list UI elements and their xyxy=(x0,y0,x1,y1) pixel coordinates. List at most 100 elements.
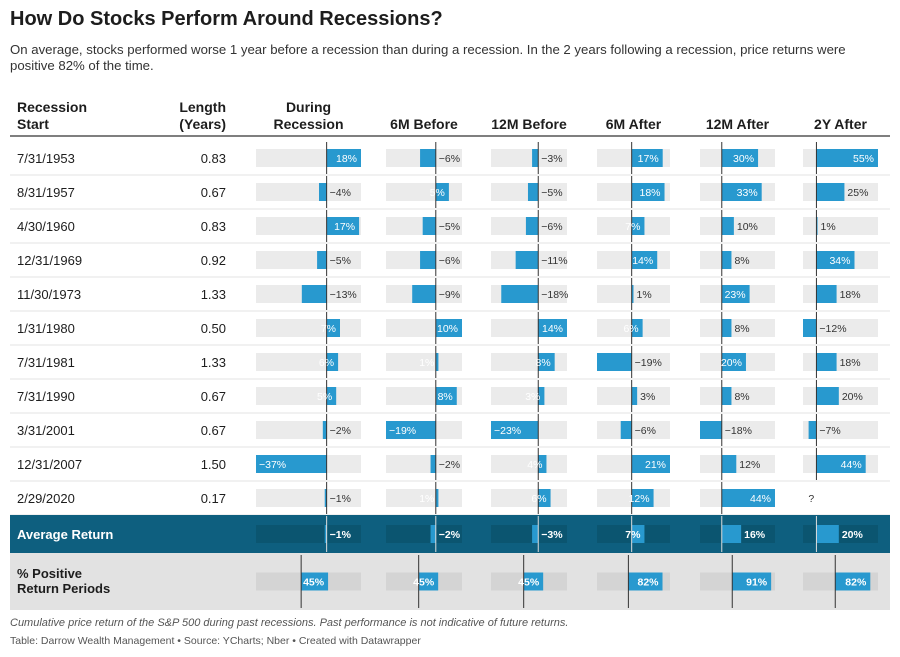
bar-mark xyxy=(412,285,436,303)
bar-mark xyxy=(816,183,845,201)
bar-mark xyxy=(430,455,436,473)
data-label: 16% xyxy=(744,529,766,541)
data-label: 8% xyxy=(438,391,453,403)
data-label: 1% xyxy=(821,221,836,233)
data-label: 8% xyxy=(734,255,749,267)
data-label: 7% xyxy=(321,323,336,335)
bar-mark xyxy=(326,217,360,235)
bar-mark xyxy=(435,387,457,405)
bar-track xyxy=(386,183,462,201)
data-label: 10% xyxy=(437,323,458,335)
bar-track xyxy=(491,387,567,405)
row-start-date: 12/31/2007 xyxy=(17,457,82,472)
data-label: 18% xyxy=(840,289,861,301)
bar-track xyxy=(256,421,361,439)
data-label: 17% xyxy=(638,153,659,165)
row-start-date: 8/31/1957 xyxy=(17,185,75,200)
data-label: 34% xyxy=(829,255,850,267)
bar-mark xyxy=(721,149,759,167)
chart-subtitle: On average, stocks performed worse 1 yea… xyxy=(10,42,846,73)
data-label: 7% xyxy=(625,221,640,233)
bar-mark xyxy=(326,353,339,371)
data-label: 20% xyxy=(721,357,742,369)
data-label: −7% xyxy=(819,425,840,437)
data-label: 45% xyxy=(303,577,325,589)
header-column-2: 12M Before xyxy=(491,116,567,132)
data-label: 5% xyxy=(317,391,332,403)
data-label: −6% xyxy=(541,221,562,233)
data-label: −13% xyxy=(330,289,357,301)
bar-track xyxy=(597,421,670,439)
bar-mark xyxy=(523,572,544,591)
bar-mark xyxy=(631,525,645,543)
bar-mark xyxy=(435,489,439,507)
bar-track xyxy=(491,149,567,167)
bar-track xyxy=(700,319,775,337)
bar-mark xyxy=(324,525,327,543)
bar-mark xyxy=(816,217,818,235)
data-label: 17% xyxy=(334,221,355,233)
data-label: 20% xyxy=(842,529,864,541)
row-start-date: 11/30/1973 xyxy=(17,287,81,302)
header-column-3: 6M After xyxy=(606,116,662,132)
row-start-date: 4/30/1960 xyxy=(17,219,75,234)
bar-mark xyxy=(317,251,327,269)
row-start-date: 12/31/1969 xyxy=(17,253,82,268)
bar-mark xyxy=(527,183,539,201)
data-label: 20% xyxy=(842,391,863,403)
bar-mark xyxy=(803,319,817,337)
bar-track xyxy=(256,525,361,543)
bar-mark xyxy=(721,217,734,235)
data-label: 25% xyxy=(847,187,868,199)
data-label: 30% xyxy=(733,153,754,165)
data-label: −1% xyxy=(330,493,351,505)
bar-mark xyxy=(386,421,436,439)
bar-mark xyxy=(721,387,732,405)
data-label: 3% xyxy=(525,391,540,403)
bar-track xyxy=(256,251,361,269)
data-label: 6% xyxy=(531,493,546,505)
bar-mark xyxy=(538,387,545,405)
bar-mark xyxy=(631,183,665,201)
data-label: 10% xyxy=(737,221,758,233)
data-label: 1% xyxy=(419,357,434,369)
data-label: −9% xyxy=(439,289,460,301)
bar-mark xyxy=(525,217,539,235)
data-label: 1% xyxy=(637,289,652,301)
bar-mark xyxy=(322,421,327,439)
bar-track xyxy=(700,217,775,235)
average-row-label: Average Return xyxy=(17,527,113,542)
data-label: −6% xyxy=(439,153,460,165)
bar-mark xyxy=(816,285,837,303)
bar-mark xyxy=(538,489,551,507)
data-label: 14% xyxy=(542,323,563,335)
row-length: 0.67 xyxy=(201,185,226,200)
row-start-date: 7/31/1953 xyxy=(17,151,75,166)
row-length: 1.33 xyxy=(201,355,226,370)
bar-mark xyxy=(532,149,539,167)
data-label: 33% xyxy=(737,187,758,199)
row-length: 0.17 xyxy=(201,491,226,506)
bar-mark xyxy=(631,285,634,303)
data-label: 4% xyxy=(527,459,542,471)
bar-track xyxy=(386,455,462,473)
bar-mark xyxy=(326,387,337,405)
bar-track xyxy=(491,489,567,507)
data-label: −5% xyxy=(541,187,562,199)
data-label: 8% xyxy=(535,357,550,369)
bar-track xyxy=(491,525,567,543)
row-length: 0.83 xyxy=(201,219,226,234)
bar-mark xyxy=(326,149,361,167)
bar-mark xyxy=(435,353,439,371)
bar-mark xyxy=(631,149,663,167)
data-label: −18% xyxy=(541,289,568,301)
data-label: −11% xyxy=(541,255,567,267)
header-column-1: 6M Before xyxy=(390,116,458,132)
bar-mark xyxy=(816,251,855,269)
bar-mark xyxy=(597,353,632,371)
bar-mark xyxy=(808,421,817,439)
data-label: 1% xyxy=(419,493,434,505)
header-column-0: Recession xyxy=(273,116,343,132)
header-column-0: During xyxy=(286,99,331,115)
bar-mark xyxy=(721,183,762,201)
